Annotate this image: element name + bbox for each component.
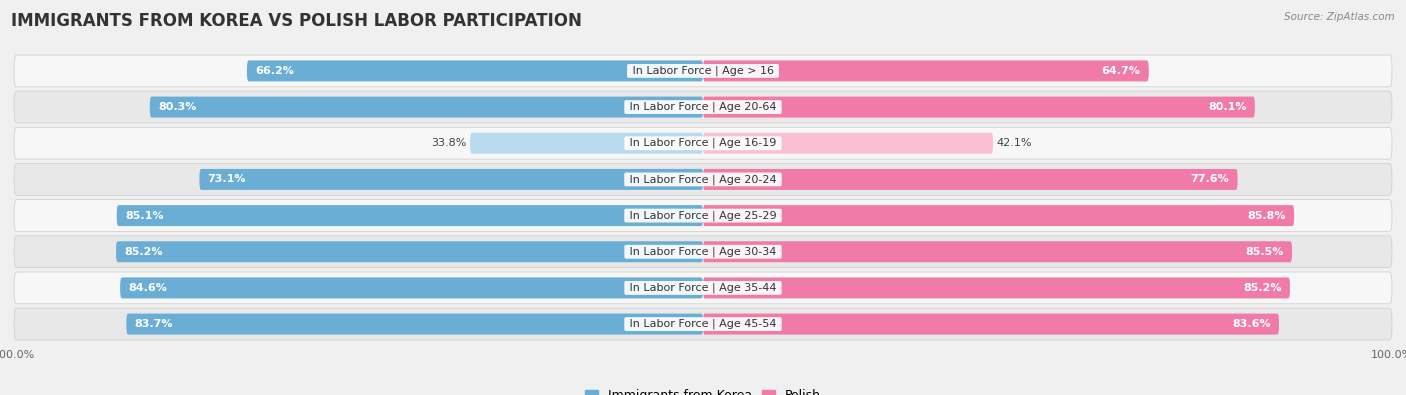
Text: 33.8%: 33.8%: [432, 138, 467, 148]
Text: 84.6%: 84.6%: [128, 283, 167, 293]
Text: Source: ZipAtlas.com: Source: ZipAtlas.com: [1284, 12, 1395, 22]
Text: In Labor Force | Age 20-64: In Labor Force | Age 20-64: [626, 102, 780, 112]
FancyBboxPatch shape: [703, 133, 993, 154]
FancyBboxPatch shape: [200, 169, 703, 190]
Text: 66.2%: 66.2%: [256, 66, 294, 76]
FancyBboxPatch shape: [703, 314, 1279, 335]
Text: 73.1%: 73.1%: [208, 175, 246, 184]
Text: In Labor Force | Age 20-24: In Labor Force | Age 20-24: [626, 174, 780, 185]
Text: In Labor Force | Age 35-44: In Labor Force | Age 35-44: [626, 283, 780, 293]
FancyBboxPatch shape: [14, 272, 1392, 304]
FancyBboxPatch shape: [117, 241, 703, 262]
FancyBboxPatch shape: [14, 127, 1392, 159]
FancyBboxPatch shape: [703, 241, 1292, 262]
Text: 77.6%: 77.6%: [1191, 175, 1229, 184]
Text: 42.1%: 42.1%: [997, 138, 1032, 148]
Text: 80.3%: 80.3%: [157, 102, 197, 112]
Text: IMMIGRANTS FROM KOREA VS POLISH LABOR PARTICIPATION: IMMIGRANTS FROM KOREA VS POLISH LABOR PA…: [11, 12, 582, 30]
Text: 85.8%: 85.8%: [1247, 211, 1286, 220]
Text: 85.2%: 85.2%: [1243, 283, 1282, 293]
Text: 85.5%: 85.5%: [1246, 247, 1284, 257]
Legend: Immigrants from Korea, Polish: Immigrants from Korea, Polish: [581, 384, 825, 395]
FancyBboxPatch shape: [703, 277, 1289, 298]
FancyBboxPatch shape: [14, 199, 1392, 231]
FancyBboxPatch shape: [120, 277, 703, 298]
Text: In Labor Force | Age 25-29: In Labor Force | Age 25-29: [626, 210, 780, 221]
Text: In Labor Force | Age 30-34: In Labor Force | Age 30-34: [626, 246, 780, 257]
Text: 85.2%: 85.2%: [124, 247, 163, 257]
Text: 83.7%: 83.7%: [135, 319, 173, 329]
FancyBboxPatch shape: [150, 97, 703, 118]
Text: 85.1%: 85.1%: [125, 211, 163, 220]
Text: In Labor Force | Age 45-54: In Labor Force | Age 45-54: [626, 319, 780, 329]
FancyBboxPatch shape: [703, 205, 1294, 226]
FancyBboxPatch shape: [703, 97, 1254, 118]
FancyBboxPatch shape: [14, 164, 1392, 196]
Text: 80.1%: 80.1%: [1208, 102, 1247, 112]
Text: 83.6%: 83.6%: [1232, 319, 1271, 329]
FancyBboxPatch shape: [703, 60, 1149, 81]
FancyBboxPatch shape: [127, 314, 703, 335]
Text: In Labor Force | Age > 16: In Labor Force | Age > 16: [628, 66, 778, 76]
FancyBboxPatch shape: [14, 91, 1392, 123]
FancyBboxPatch shape: [703, 169, 1237, 190]
FancyBboxPatch shape: [470, 133, 703, 154]
Text: 64.7%: 64.7%: [1102, 66, 1140, 76]
FancyBboxPatch shape: [14, 236, 1392, 268]
FancyBboxPatch shape: [117, 205, 703, 226]
Text: In Labor Force | Age 16-19: In Labor Force | Age 16-19: [626, 138, 780, 149]
FancyBboxPatch shape: [247, 60, 703, 81]
FancyBboxPatch shape: [14, 308, 1392, 340]
FancyBboxPatch shape: [14, 55, 1392, 87]
